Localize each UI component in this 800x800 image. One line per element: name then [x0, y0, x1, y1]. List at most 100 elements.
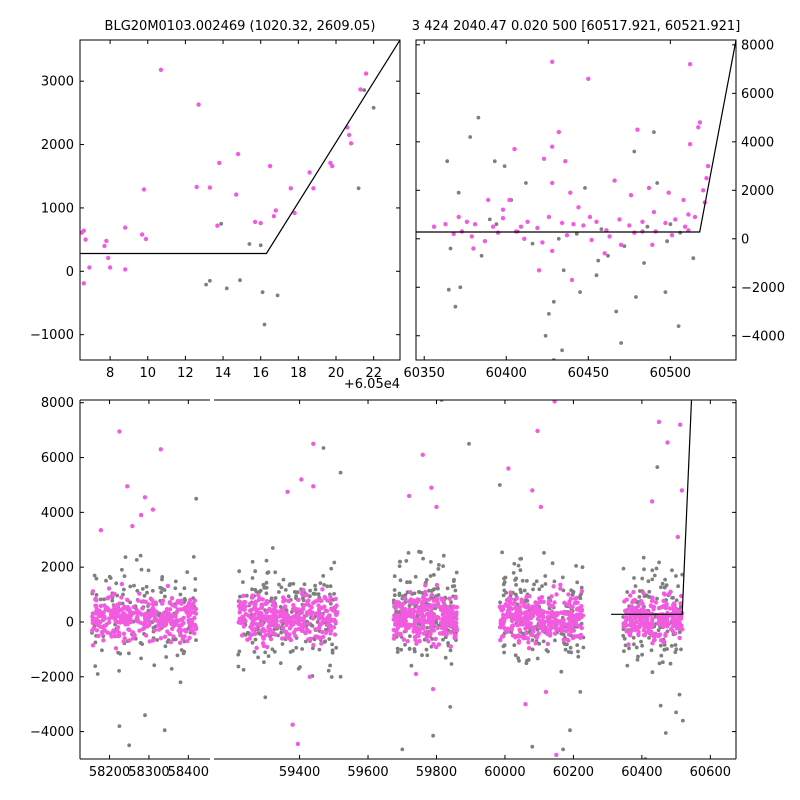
primary-point — [656, 615, 661, 620]
secondary-point — [563, 647, 568, 652]
panel-0-y-tick-label: −1000 — [30, 328, 74, 343]
primary-point — [550, 603, 555, 609]
secondary-point — [413, 574, 418, 579]
primary-point — [123, 225, 128, 230]
secondary-point — [313, 583, 317, 588]
secondary-point — [543, 582, 548, 586]
primary-point — [106, 620, 112, 625]
primary-point — [454, 616, 459, 621]
secondary-point — [139, 656, 144, 661]
secondary-point — [655, 465, 660, 469]
primary-point — [418, 626, 423, 631]
secondary-point — [532, 582, 536, 587]
primary-point — [429, 625, 435, 630]
primary-point — [330, 163, 335, 169]
primary-point — [441, 597, 447, 603]
secondary-point — [520, 578, 525, 583]
primary-point — [678, 422, 683, 427]
primary-point — [259, 621, 264, 626]
primary-point — [170, 602, 175, 608]
secondary-point — [574, 564, 578, 568]
primary-point — [431, 617, 436, 622]
primary-point — [286, 598, 291, 604]
primary-point — [193, 606, 199, 612]
primary-point — [93, 603, 98, 608]
secondary-point — [518, 568, 523, 573]
primary-point — [633, 616, 638, 621]
primary-point — [602, 251, 607, 256]
panel-bottom-seg1-x-tick-label: 59600 — [347, 765, 388, 780]
primary-point — [423, 589, 428, 595]
secondary-point — [117, 669, 121, 673]
primary-point — [523, 604, 529, 610]
primary-point — [284, 620, 289, 625]
primary-point — [160, 598, 166, 603]
secondary-point — [513, 578, 517, 582]
secondary-point — [395, 650, 400, 654]
panel-0-x-tick-label: 8 — [106, 366, 114, 381]
primary-point — [96, 613, 102, 619]
secondary-point — [679, 647, 683, 652]
primary-point — [572, 600, 578, 606]
primary-point — [416, 633, 421, 639]
primary-point — [311, 484, 316, 489]
primary-point — [142, 495, 148, 500]
primary-point — [237, 599, 243, 605]
panel-bottom-y-tick-label: 4000 — [41, 506, 74, 521]
secondary-point — [328, 663, 332, 668]
secondary-point — [250, 576, 255, 580]
secondary-point — [640, 652, 644, 657]
secondary-point — [280, 642, 285, 646]
secondary-point — [400, 747, 405, 752]
primary-point — [147, 621, 152, 626]
primary-point — [102, 616, 108, 621]
secondary-point — [302, 582, 307, 587]
secondary-point — [652, 573, 657, 578]
secondary-point — [670, 568, 674, 573]
primary-point — [631, 589, 636, 595]
panel-bottom-y-tick-label: −2000 — [30, 670, 74, 685]
secondary-point — [561, 747, 565, 752]
primary-point — [131, 604, 136, 610]
secondary-point — [560, 575, 565, 580]
primary-point — [118, 615, 123, 620]
secondary-point — [568, 645, 573, 650]
secondary-point — [272, 649, 277, 654]
secondary-point — [437, 563, 441, 567]
secondary-point — [247, 242, 252, 246]
secondary-point — [194, 496, 199, 501]
primary-point — [194, 184, 199, 190]
secondary-point — [634, 645, 639, 650]
secondary-point — [338, 674, 343, 679]
secondary-point — [194, 638, 198, 642]
secondary-point — [328, 584, 333, 589]
primary-point — [668, 589, 673, 594]
panel-1-y-tick-label: 2000 — [741, 184, 774, 199]
secondary-point — [637, 595, 642, 599]
secondary-point — [665, 647, 669, 651]
primary-point — [96, 608, 102, 613]
secondary-point — [264, 558, 269, 563]
secondary-point — [655, 181, 660, 185]
primary-point — [143, 236, 149, 242]
primary-point — [252, 219, 258, 225]
primary-point — [158, 67, 164, 73]
secondary-point — [404, 559, 409, 563]
primary-point — [127, 608, 132, 613]
primary-point — [509, 618, 515, 624]
secondary-point — [673, 650, 678, 655]
panel-top-left-model — [80, 40, 400, 255]
secondary-point — [100, 648, 104, 653]
primary-point — [328, 160, 333, 166]
secondary-point — [279, 630, 284, 635]
secondary-point — [175, 653, 180, 658]
secondary-point — [663, 731, 668, 735]
secondary-point — [454, 570, 459, 575]
primary-point — [192, 615, 197, 621]
primary-point — [182, 634, 187, 639]
primary-point — [301, 587, 306, 593]
primary-point — [434, 596, 440, 601]
secondary-point — [581, 645, 586, 650]
primary-point — [422, 597, 427, 603]
secondary-point — [408, 634, 412, 638]
